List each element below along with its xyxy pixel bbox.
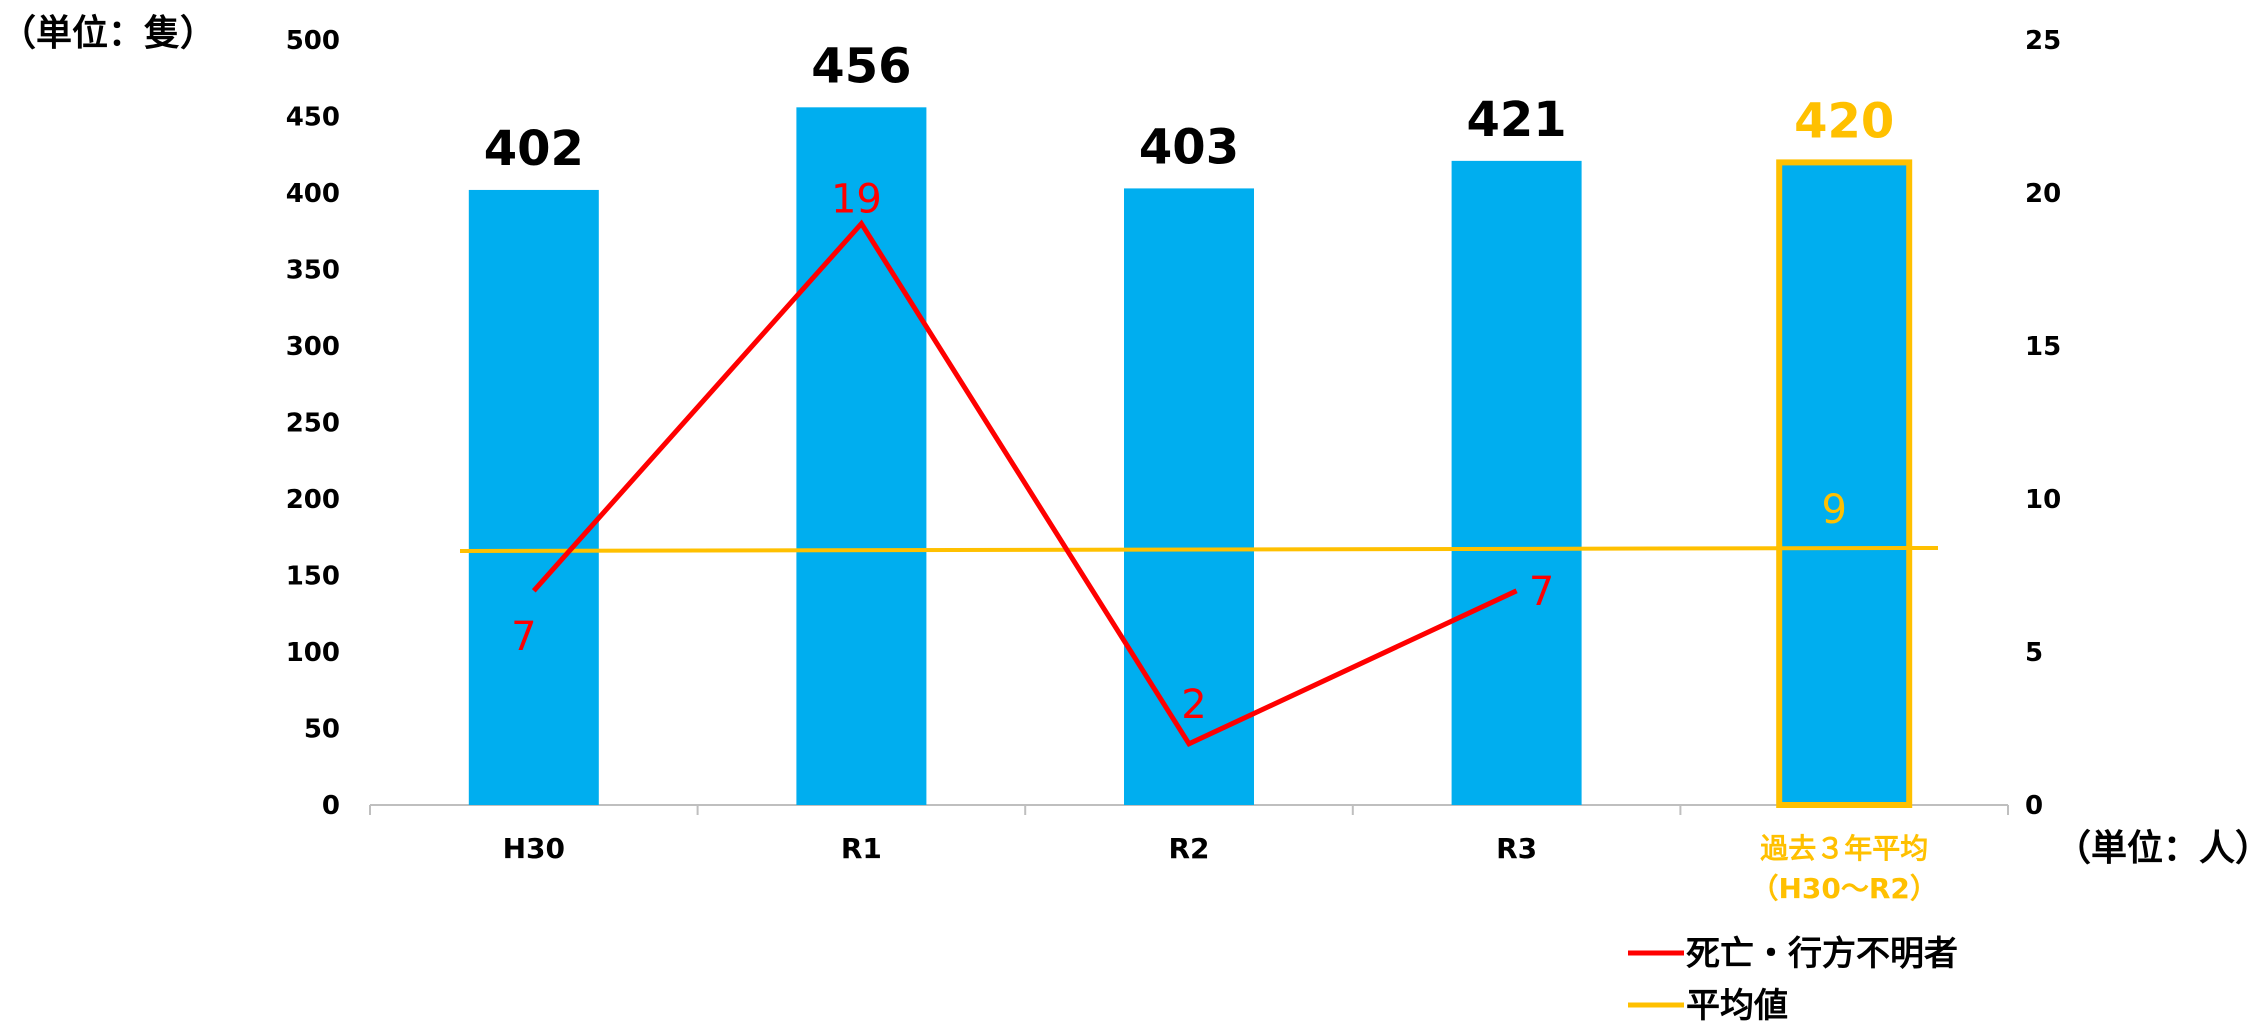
left-axis-tick: 350 <box>286 256 340 286</box>
deaths-line <box>531 219 1518 747</box>
left-axis-tick: 400 <box>286 179 340 209</box>
left-axis-tick: 0 <box>322 791 340 821</box>
left-axis-tick: 50 <box>304 715 340 745</box>
bar-value-label: 420 <box>1794 93 1894 149</box>
legend-label: 平均値 <box>1686 986 1788 1021</box>
axes: 0 50 100 150 200 250 300 350 400 450 500 0 5 10 15 20 25… <box>286 26 2061 905</box>
left-axis-unit: （単位：隻） <box>0 13 216 54</box>
legend-label: 死亡・行方不明者 <box>1686 934 1958 974</box>
left-axis-tick: 450 <box>286 103 340 133</box>
bar-value-label: 403 <box>1139 119 1239 175</box>
category-label: R1 <box>841 832 882 865</box>
left-axis-tick: 300 <box>286 332 340 362</box>
left-axis-tick: 150 <box>286 562 340 592</box>
deaths-value-label: 2 <box>1181 682 1206 728</box>
right-axis-tick: 0 <box>2025 791 2043 821</box>
right-axis-unit: （単位：人） <box>2055 828 2267 869</box>
right-axis-tick: 15 <box>2025 332 2061 362</box>
bar <box>1451 160 1582 805</box>
lines <box>459 219 1939 747</box>
right-axis-tick: 25 <box>2025 26 2061 56</box>
bar-value-label: 456 <box>811 38 911 94</box>
data-labels: 402 456 403 421 420 9 7 19 2 7 <box>484 38 1895 727</box>
bar-value-label: 402 <box>484 121 584 177</box>
category-label: 過去３年平均 <box>1760 832 1928 865</box>
deaths-value-label: 19 <box>831 177 882 223</box>
deaths-value-label: 7 <box>1529 569 1554 615</box>
left-axis-tick: 500 <box>286 26 340 56</box>
bar-value-label: 421 <box>1466 92 1566 148</box>
left-axis-tick: 100 <box>286 638 340 668</box>
right-axis-tick: 20 <box>2025 179 2061 209</box>
right-axis-tick: 5 <box>2025 638 2043 668</box>
average-bar <box>1776 159 1913 808</box>
bar <box>468 189 599 805</box>
average-line <box>459 545 1939 554</box>
bars <box>468 107 1913 808</box>
category-label-sub: （H30～R2） <box>1750 872 1937 905</box>
bar <box>1124 188 1254 805</box>
left-axis-tick: 200 <box>286 485 340 515</box>
deaths-value-label: 7 <box>511 614 536 660</box>
right-axis-tick: 10 <box>2025 485 2061 515</box>
category-label: H30 <box>503 832 565 865</box>
category-label: R3 <box>1496 832 1537 865</box>
category-label: R2 <box>1168 832 1209 865</box>
average-value-label: 9 <box>1821 487 1846 533</box>
left-axis-tick: 250 <box>286 409 340 439</box>
